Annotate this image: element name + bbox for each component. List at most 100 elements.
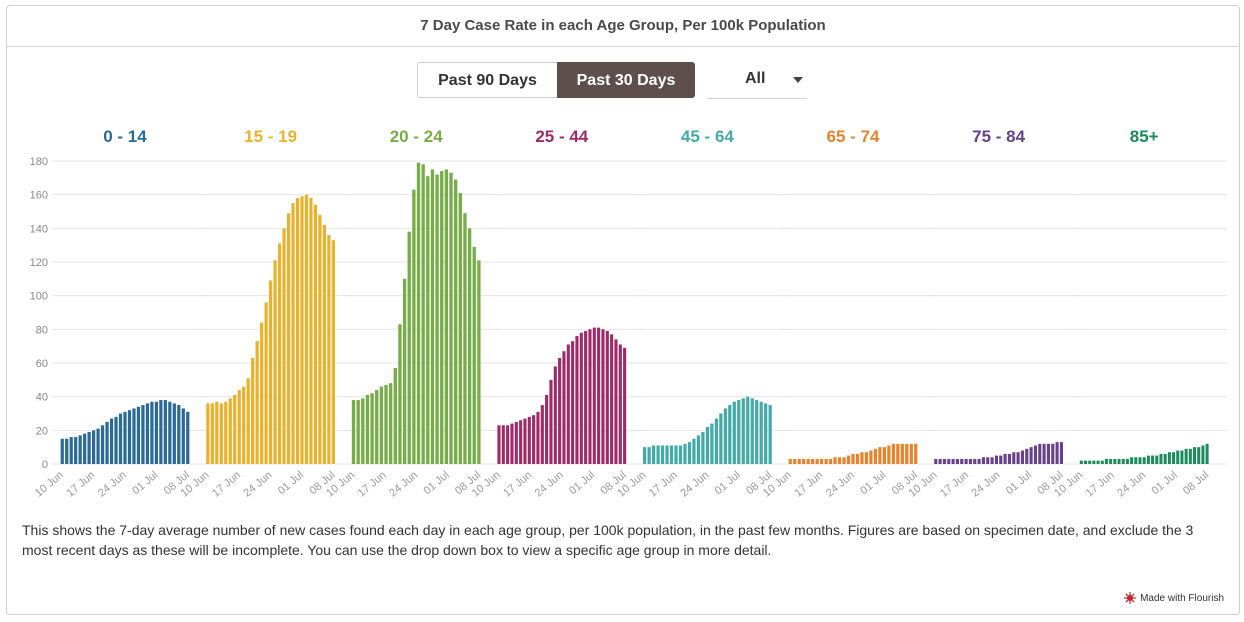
bar: [900, 443, 904, 464]
bar: [123, 411, 127, 464]
chart-title: 7 Day Case Rate in each Age Group, Per 1…: [7, 6, 1239, 47]
bar: [732, 401, 736, 464]
bar: [532, 415, 536, 464]
bar: [999, 455, 1003, 464]
y-tick-label: 20: [36, 425, 48, 437]
bar: [322, 224, 327, 464]
bar: [545, 394, 549, 464]
bar: [1117, 458, 1121, 464]
bar: [824, 458, 828, 464]
bar: [304, 194, 309, 464]
bar: [955, 458, 959, 464]
age-group-dropdown[interactable]: All: [707, 62, 807, 99]
past-90-days-button[interactable]: Past 90 Days: [417, 62, 557, 98]
bar: [60, 438, 64, 464]
bar: [65, 438, 69, 464]
bar: [393, 368, 397, 464]
bar: [1155, 455, 1159, 464]
bar: [118, 413, 123, 464]
bar: [968, 458, 972, 464]
bar: [219, 403, 223, 464]
bar: [669, 445, 674, 464]
bar: [571, 341, 575, 464]
panel-title: 65 - 74: [827, 127, 880, 146]
bar: [855, 453, 860, 464]
bar: [132, 408, 136, 464]
bar: [1025, 448, 1029, 464]
bar: [614, 339, 618, 464]
bar: [449, 172, 453, 465]
x-tick-label: 17 Jun: [647, 469, 680, 499]
bar: [737, 400, 741, 464]
bar: [942, 458, 946, 464]
bar: [100, 425, 105, 464]
bar: [1184, 448, 1188, 464]
flourish-credit[interactable]: Made with Flourish: [1124, 592, 1224, 604]
past-30-days-button[interactable]: Past 30 Days: [557, 62, 695, 98]
bar: [150, 401, 154, 464]
bar: [1029, 447, 1033, 464]
bar: [477, 260, 481, 464]
x-tick-label: 01 Jul: [421, 469, 451, 497]
bar: [1163, 453, 1167, 464]
bar: [1059, 442, 1063, 464]
bar: [656, 445, 660, 464]
bar: [938, 458, 942, 464]
bar: [463, 213, 467, 464]
bar: [1130, 457, 1134, 464]
y-tick-label: 180: [30, 156, 48, 168]
x-tick-label: 24 Jun: [242, 469, 275, 499]
bar: [665, 445, 669, 464]
bar: [96, 428, 100, 464]
bar: [1016, 452, 1020, 464]
bar: [973, 458, 977, 464]
bar: [444, 169, 449, 464]
bar: [882, 447, 886, 464]
bar: [1159, 453, 1163, 464]
bar: [696, 435, 701, 464]
bar: [710, 423, 714, 464]
bar: [1142, 457, 1146, 464]
y-tick-label: 140: [30, 223, 48, 235]
x-tick-label: 01 Jul: [1149, 469, 1179, 497]
bar: [1197, 447, 1201, 464]
bar: [601, 329, 605, 464]
bar: [905, 443, 909, 464]
panel-title: 25 - 44: [535, 127, 588, 146]
x-tick-label: 17 Jun: [210, 469, 243, 499]
bar: [1172, 452, 1176, 464]
bar: [579, 332, 583, 464]
x-tick-label: 01 Jul: [858, 469, 888, 497]
bar: [1088, 460, 1092, 464]
bar: [647, 447, 651, 464]
x-tick-label: 01 Jul: [567, 469, 597, 497]
bar: [960, 458, 964, 464]
y-tick-label: 80: [36, 324, 48, 336]
bar: [964, 458, 968, 464]
bar: [210, 403, 214, 464]
bar: [951, 458, 955, 464]
bar: [714, 418, 718, 464]
bar: [318, 214, 322, 464]
x-tick-label: 24 Jun: [1115, 469, 1148, 499]
bar: [264, 302, 268, 464]
bar: [430, 169, 435, 464]
bar: [768, 405, 772, 464]
bar: [1051, 443, 1055, 464]
bar: [806, 458, 810, 464]
bar: [224, 401, 228, 464]
bar: [588, 329, 592, 464]
bar: [501, 425, 505, 464]
bar: [1167, 452, 1171, 464]
bar: [914, 443, 918, 464]
bar: [797, 458, 801, 464]
bar: [416, 162, 421, 464]
bar: [453, 179, 458, 464]
bar: [986, 457, 990, 464]
bar: [643, 447, 647, 464]
bar: [1055, 442, 1059, 464]
bar: [723, 408, 727, 464]
bar: [540, 405, 544, 464]
bar: [651, 445, 656, 464]
